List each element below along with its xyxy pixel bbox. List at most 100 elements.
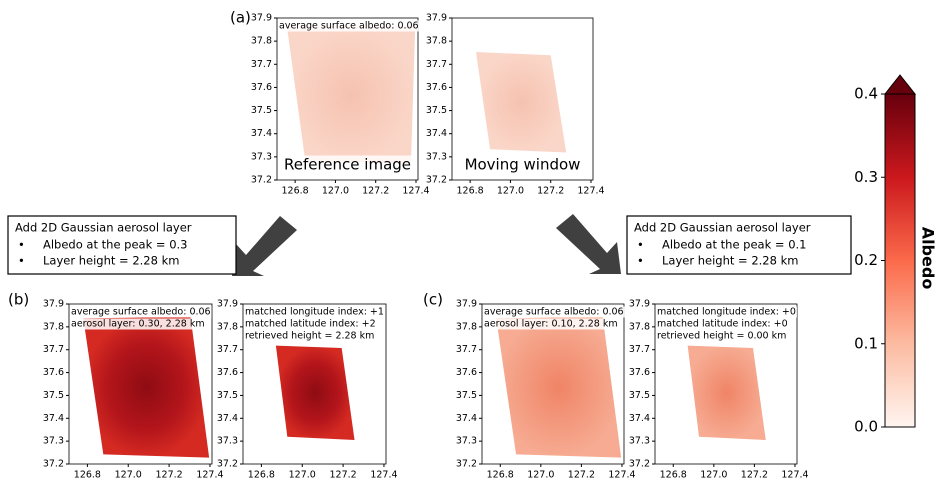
colorbar-extend	[883, 74, 917, 95]
image	[275, 345, 355, 440]
y-tick-label: 37.7	[456, 344, 477, 355]
annotation-bg	[278, 20, 420, 32]
plot-frame	[68, 303, 213, 465]
image	[687, 345, 766, 440]
caption-bg	[462, 155, 583, 174]
arrow	[556, 214, 621, 274]
annotation-bg	[656, 306, 797, 318]
colorbar-tick-label: 0.4	[854, 85, 878, 103]
annotation: matched latitude index: +0	[657, 319, 788, 330]
x-tick-label: 127.4	[196, 470, 223, 481]
y-tick-label: 37.7	[629, 344, 650, 355]
y-tick-label: 37.6	[629, 367, 650, 378]
y-tick-label: 37.8	[456, 321, 477, 332]
plots: 126.8 127.0 127.2 127.437.237.337.437.537.6…	[7, 13, 936, 481]
y-tick-label: 37.4	[43, 413, 64, 424]
x-tick-label: 126.8	[74, 470, 101, 481]
x-tick-label: 127.0	[497, 186, 524, 197]
x-tick-label: 127.2	[155, 470, 182, 481]
y-tick-label: 37.8	[426, 36, 447, 47]
annotation: average surface albedo: 0.06	[71, 307, 211, 318]
y-tick-label: 37.5	[43, 390, 64, 401]
y-tick-label: 37.4	[629, 413, 650, 424]
y-tick-label: 37.9	[426, 13, 447, 24]
annotation: retrieved height = 0.00 km	[657, 331, 786, 342]
x-tick-label: 127.4	[370, 470, 397, 481]
y-tick-label: 37.8	[43, 321, 64, 332]
box-item: Albedo at the peak = 0.3	[43, 238, 188, 252]
text-box	[626, 215, 852, 275]
y-tick-label: 37.5	[629, 390, 650, 401]
y-tick-label: 37.8	[629, 321, 650, 332]
annotation: matched latitude index: +2	[245, 319, 376, 330]
annotation-bg	[70, 318, 206, 330]
image	[286, 26, 416, 164]
x-tick-label: 127.2	[329, 470, 356, 481]
plot-frame	[276, 17, 419, 181]
y-tick-label: 37.4	[456, 413, 477, 424]
x-tick-label: 127.2	[537, 186, 564, 197]
y-tick-label: 37.6	[426, 82, 447, 93]
y-tick-label: 37.7	[43, 344, 64, 355]
y-tick-label: 37.2	[456, 459, 477, 470]
y-tick-label: 37.2	[629, 459, 650, 470]
annotation-bg	[70, 306, 212, 318]
box-title: Add 2D Gaussian aerosol layer	[15, 221, 192, 235]
y-tick-label: 37.9	[629, 299, 650, 310]
x-tick-label: 126.8	[660, 470, 687, 481]
annotation-bg	[483, 306, 625, 318]
y-tick-label: 37.2	[43, 459, 64, 470]
y-tick-label: 37.9	[43, 299, 64, 310]
annotation-bg	[244, 318, 377, 330]
y-tick-label: 37.2	[426, 175, 447, 186]
x-tick-label: 127.2	[362, 186, 389, 197]
y-tick-label: 37.8	[251, 36, 272, 47]
y-tick-label: 37.3	[43, 436, 64, 447]
annotation: aerosol layer: 0.30, 2.28 km	[71, 319, 205, 330]
x-tick-label: 126.8	[457, 186, 484, 197]
x-tick-label: 127.4	[608, 470, 635, 481]
y-tick-label: 37.2	[217, 459, 238, 470]
annotation: retrieved height = 2.28 km	[245, 331, 374, 342]
plot-frame	[654, 303, 798, 465]
bullet: •	[637, 254, 644, 268]
y-tick-label: 37.9	[251, 13, 272, 24]
y-tick-label: 37.6	[456, 367, 477, 378]
annotation: average surface albedo: 0.06	[484, 307, 624, 318]
y-tick-label: 37.7	[251, 59, 272, 70]
caption: Moving window	[465, 156, 581, 174]
box-item: Layer height = 2.28 km	[43, 254, 179, 268]
box-item: Albedo at the peak = 0.1	[662, 238, 807, 252]
y-tick-label: 37.5	[426, 105, 447, 116]
bullet: •	[18, 238, 25, 252]
annotation: average surface albedo: 0.06	[279, 21, 419, 32]
box-title: Add 2D Gaussian aerosol layer	[634, 221, 811, 235]
y-tick-label: 37.3	[629, 436, 650, 447]
y-tick-label: 37.7	[217, 344, 238, 355]
box-item: Layer height = 2.28 km	[662, 254, 798, 268]
panel-label: (b)	[8, 291, 29, 309]
caption: Reference image	[284, 156, 411, 174]
text-box	[7, 215, 237, 275]
colorbar-label: Albedo	[919, 227, 936, 290]
y-tick-label: 37.8	[217, 321, 238, 332]
x-tick-label: 127.0	[700, 470, 727, 481]
x-tick-label: 126.8	[282, 186, 309, 197]
y-tick-label: 37.9	[456, 299, 477, 310]
y-tick-label: 37.3	[217, 436, 238, 447]
y-tick-label: 37.5	[456, 390, 477, 401]
image	[475, 52, 567, 153]
x-tick-label: 127.2	[568, 470, 595, 481]
annotation: aerosol layer: 0.10, 2.28 km	[484, 319, 618, 330]
y-tick-label: 37.6	[43, 367, 64, 378]
annotation-bg	[244, 330, 376, 342]
image	[83, 316, 210, 458]
x-tick-label: 127.4	[781, 470, 808, 481]
y-tick-label: 37.4	[217, 413, 238, 424]
x-tick-label: 127.4	[402, 186, 429, 197]
x-tick-label: 127.0	[527, 470, 554, 481]
annotation-bg	[483, 318, 619, 330]
annotation: matched longitude index: +0	[657, 307, 796, 318]
colorbar-tick-label: 0.3	[854, 168, 878, 186]
